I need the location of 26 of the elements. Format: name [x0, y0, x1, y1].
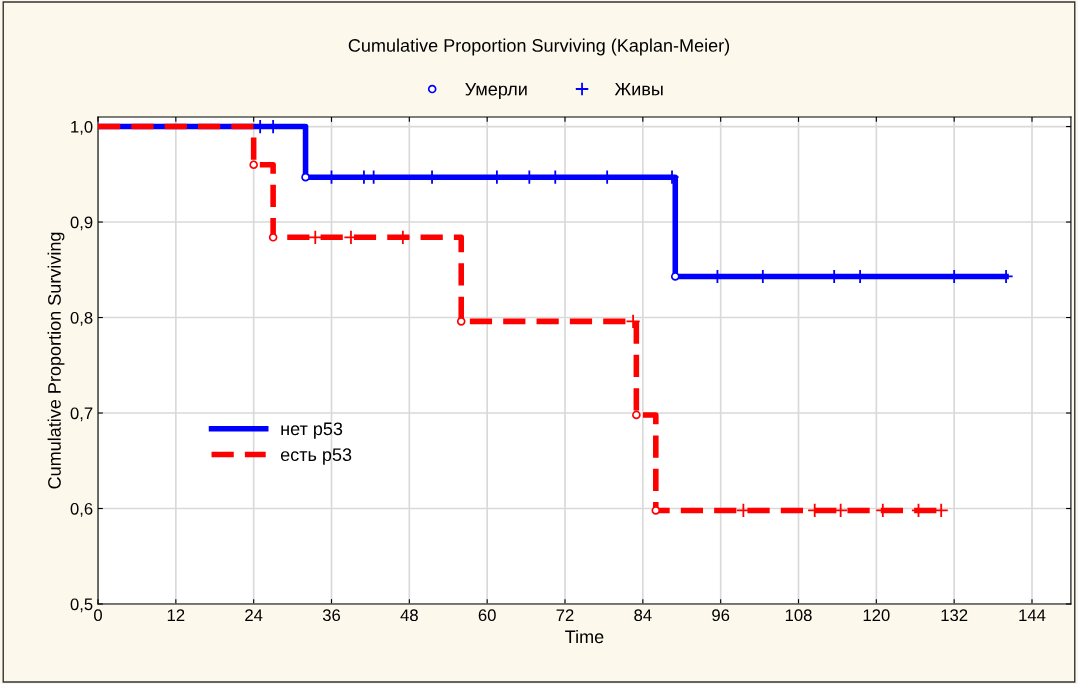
- x-tick-label: 120: [863, 609, 890, 622]
- y-tick-label: 0,8: [70, 311, 93, 326]
- x-tick-label: 60: [478, 609, 496, 622]
- y-tick-label: 0,7: [70, 407, 93, 422]
- x-tick-label: 72: [556, 609, 574, 621]
- y-tick-label: 0,5: [70, 598, 93, 613]
- x-tick-label: 108: [785, 609, 812, 622]
- legend-label: нет p53: [281, 422, 343, 439]
- x-tick-label: 132: [941, 609, 968, 622]
- x-tick-label: 48: [400, 609, 418, 622]
- y-tick-label: 1,0: [71, 120, 93, 135]
- x-tick-label: 24: [245, 609, 263, 621]
- x-tick-label: 96: [712, 609, 730, 622]
- legend-label: Умерли: [465, 82, 527, 100]
- legend-label: есть p53: [280, 448, 352, 465]
- x-axis-title: Time: [565, 629, 604, 644]
- y-tick-label: 0,6: [70, 502, 93, 517]
- y-tick-label: 0,9: [70, 216, 93, 231]
- legend-label: Живы: [614, 82, 663, 96]
- x-tick-label: 12: [167, 609, 185, 621]
- x-tick-label: 84: [634, 609, 652, 622]
- x-tick-label: 0: [94, 609, 102, 622]
- chart-title: Cumulative Proportion Surviving (Kaplan-Meier): [348, 38, 730, 56]
- x-tick-label: 144: [1019, 609, 1046, 621]
- x-tick-label: 36: [322, 609, 341, 622]
- y-axis-title: Cumulative Proportion Surviving: [47, 232, 65, 489]
